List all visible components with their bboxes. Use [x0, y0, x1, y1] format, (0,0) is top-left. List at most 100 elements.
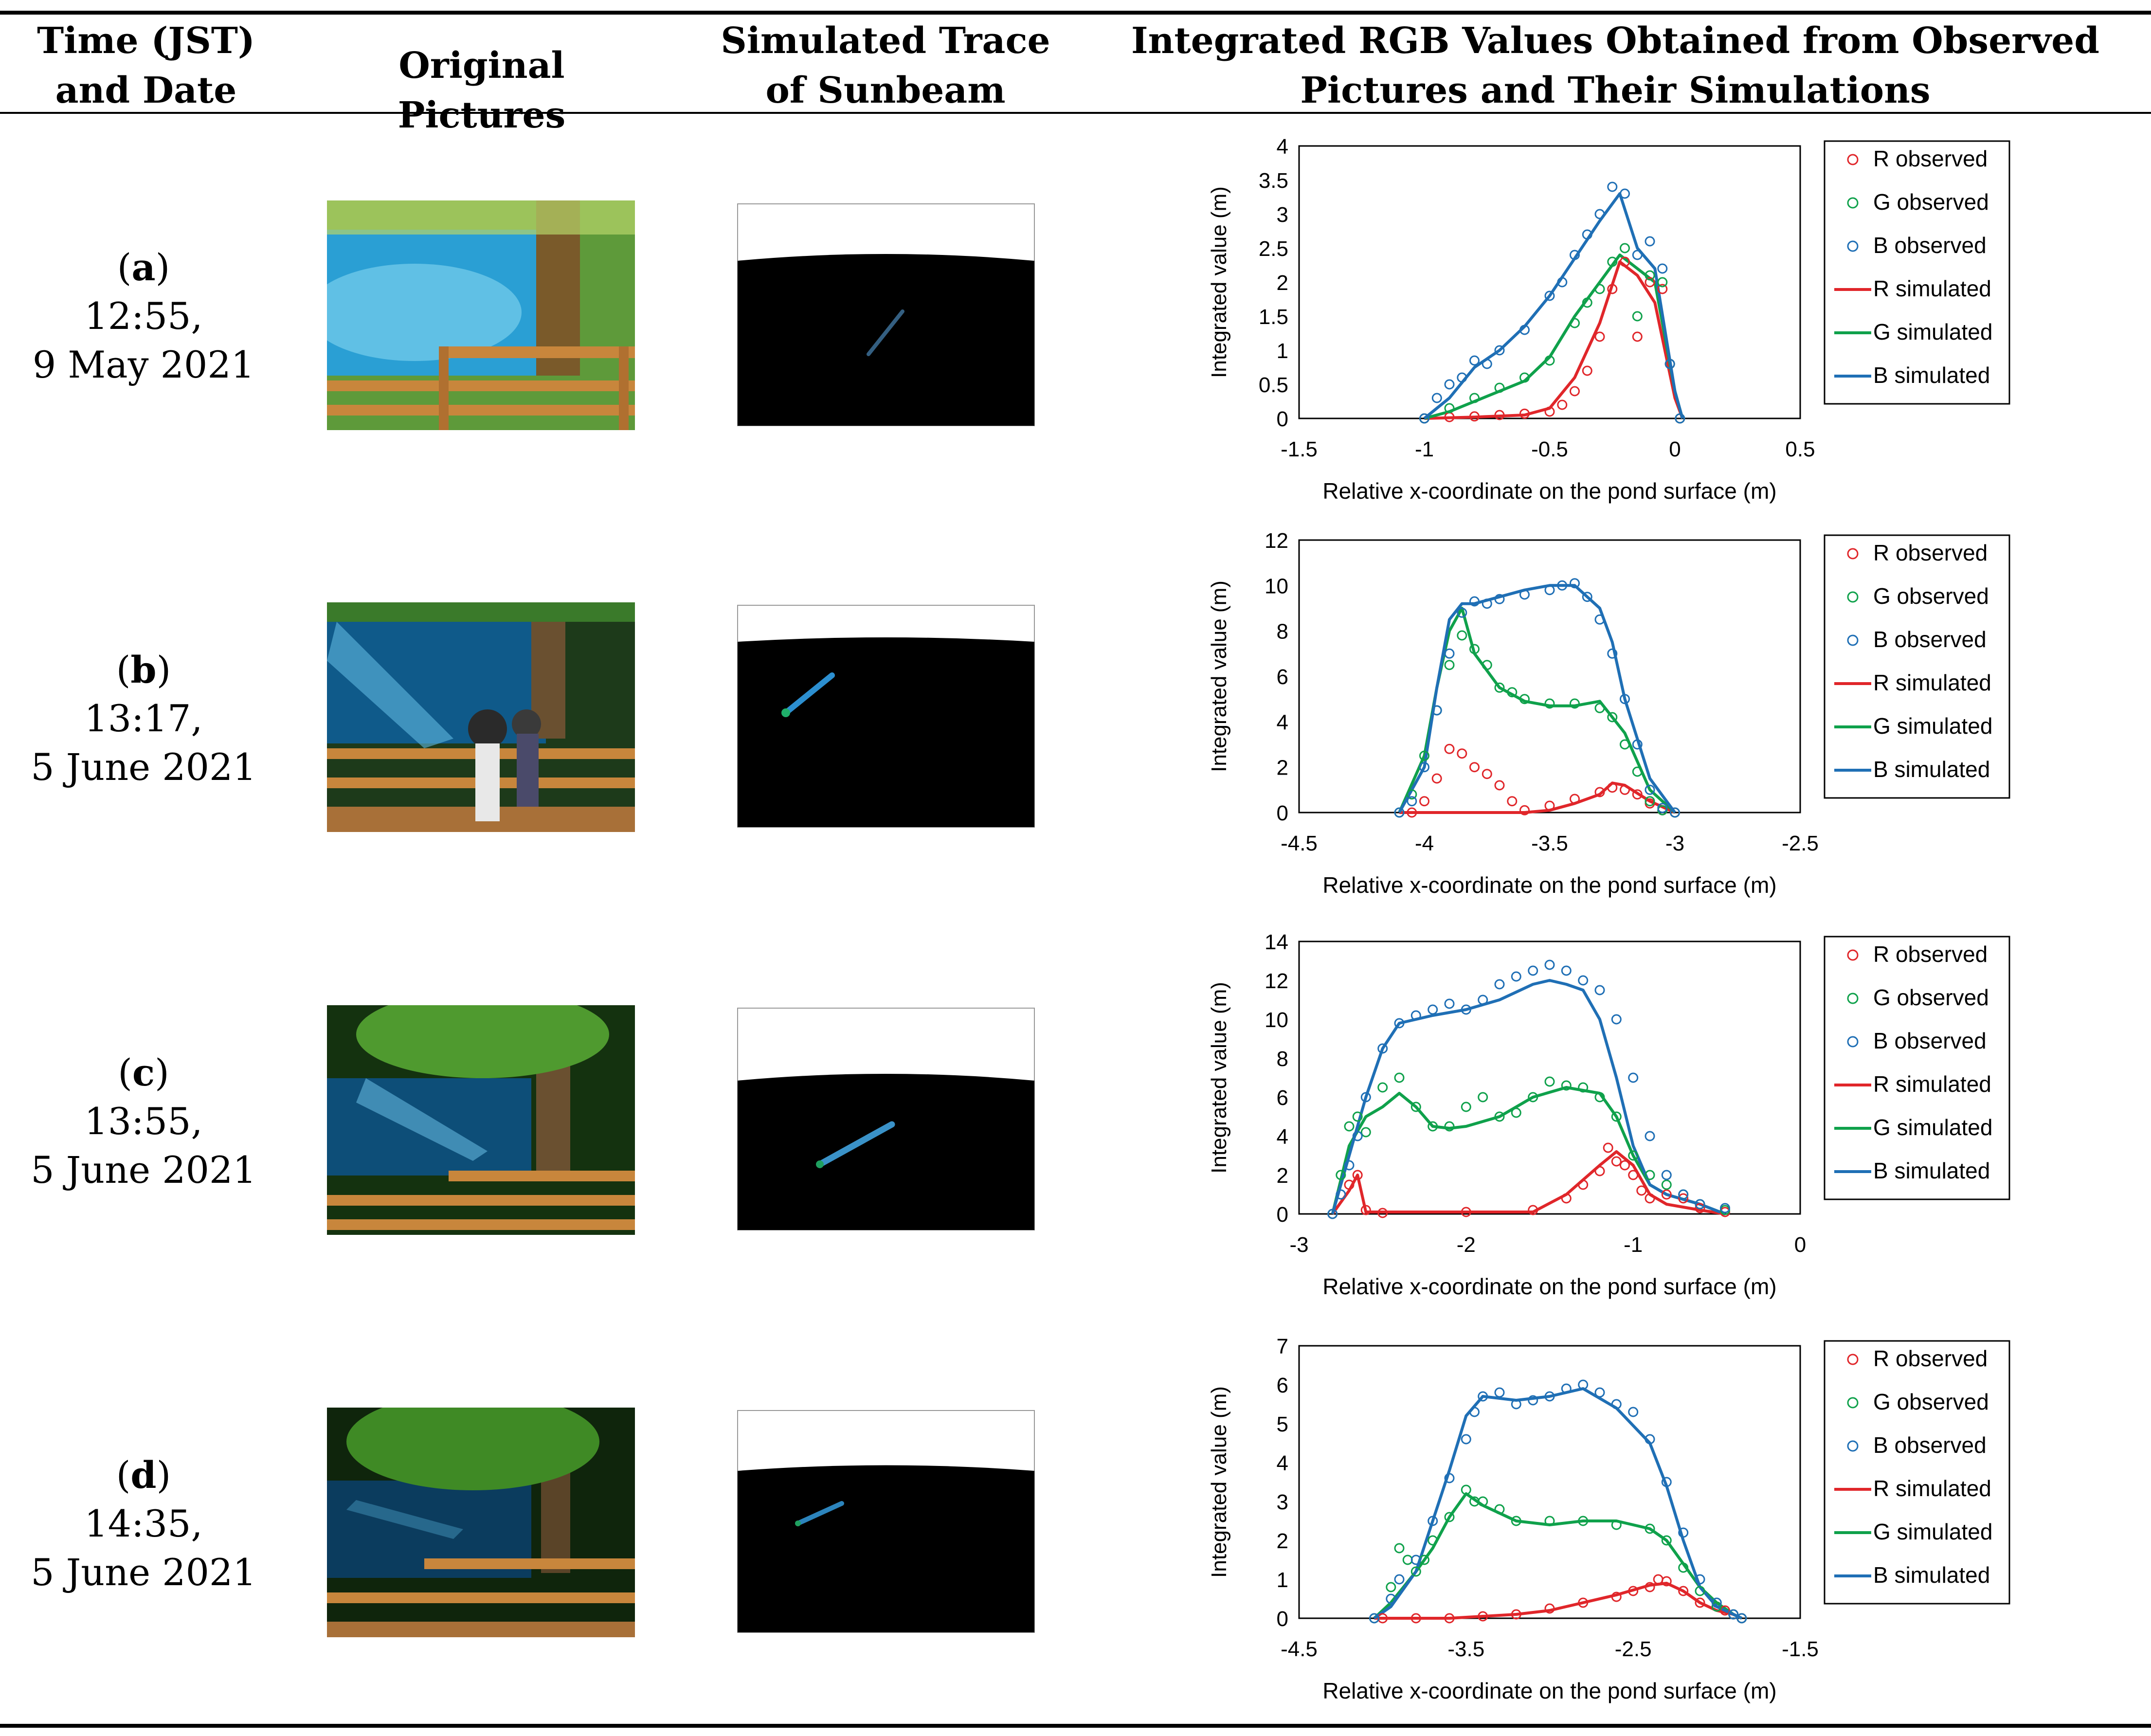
data-point-r-observed [1628, 1586, 1639, 1596]
data-point-r-observed [1360, 1205, 1371, 1215]
original-photo-b [327, 602, 635, 832]
legend-entry: G simulated [1873, 319, 1992, 344]
data-point-b-observed [1394, 1574, 1405, 1585]
data-point-b-observed [1419, 413, 1429, 424]
x-tick-label: -0.5 [1531, 437, 1568, 461]
x-tick-label: -2.5 [1782, 832, 1819, 855]
x-tick-label: -1.5 [1782, 1637, 1819, 1661]
data-point-b-observed [1352, 1131, 1363, 1141]
y-tick-label: 2 [1277, 756, 1288, 780]
data-point-g-observed [1507, 687, 1518, 698]
plot-area [1298, 539, 1801, 814]
data-point-b-observed [1561, 1383, 1572, 1394]
data-point-b-observed [1678, 1527, 1689, 1538]
data-point-g-observed [1344, 1121, 1355, 1132]
data-point-g-observed [1578, 1082, 1589, 1093]
y-tick-label: 12 [1265, 969, 1288, 993]
data-point-r-observed [1431, 773, 1442, 784]
legend-entry: R simulated [1873, 1476, 1991, 1501]
row-label-c: (c) 13:55, 5 June 2021 [19, 1049, 268, 1194]
legend-entry: R observed [1873, 941, 1988, 967]
data-point-b-observed [1444, 648, 1455, 659]
data-point-r-observed [1469, 762, 1480, 773]
series-line-r-simulated [1331, 1150, 1725, 1215]
data-point-b-observed [1511, 1399, 1521, 1410]
top-rule [0, 11, 2151, 15]
y-axis-label: Integrated value (m) [1207, 982, 1231, 1174]
row-time: 12:55, [84, 294, 203, 338]
data-point-b-observed [1494, 1387, 1505, 1398]
x-tick-label: -2 [1457, 1233, 1476, 1257]
data-point-b-observed [1461, 1434, 1471, 1445]
y-tick-label: 8 [1277, 620, 1288, 644]
series-line-b-simulated [1331, 979, 1726, 1215]
legend-entry: B simulated [1873, 757, 1990, 782]
row-date: 9 May 2021 [32, 343, 255, 386]
legend-entry: G simulated [1873, 1519, 1992, 1544]
data-point-g-observed [1632, 766, 1643, 777]
header-integrated-rgb: Integrated RGB Values Obtained from Obse… [1131, 20, 2099, 111]
legend-marker [1847, 1397, 1859, 1409]
legend-entry: R simulated [1873, 276, 1991, 301]
data-point-b-observed [1344, 1160, 1355, 1171]
data-point-b-observed [1469, 355, 1480, 366]
data-point-b-observed [1444, 1473, 1455, 1483]
data-point-b-observed [1444, 998, 1455, 1009]
data-point-g-observed [1494, 1111, 1505, 1122]
data-point-b-observed [1711, 1597, 1722, 1608]
data-point-b-observed [1628, 1072, 1639, 1083]
rgb-chart-b: 0 2 4 6 8 10 12 -4.5 -4 -3.5 -3 -2.5 Relative x-coor… [1207, 529, 2010, 898]
x-tick-label: -1 [1624, 1233, 1643, 1257]
x-tick-label: -3.5 [1531, 832, 1568, 855]
simulated-trace-d [737, 1410, 1035, 1633]
data-point-r-observed [1511, 1609, 1521, 1620]
data-point-b-observed [1594, 985, 1605, 995]
data-point-b-observed [1570, 250, 1580, 260]
data-point-r-observed [1607, 782, 1618, 793]
data-point-g-observed [1469, 393, 1480, 403]
data-point-b-observed [1444, 379, 1455, 390]
data-point-b-observed [1661, 1170, 1672, 1180]
data-point-b-observed [1544, 290, 1555, 301]
data-point-g-observed [1519, 372, 1530, 383]
data-point-g-observed [1607, 256, 1618, 267]
data-point-b-observed [1628, 1407, 1639, 1417]
legend-entry: R simulated [1873, 1071, 1991, 1097]
x-tick-label: -4.5 [1281, 1637, 1318, 1661]
data-point-g-observed [1494, 682, 1505, 693]
data-point-g-observed [1611, 1519, 1622, 1530]
y-tick-label: 3 [1277, 203, 1288, 227]
original-photo-a [327, 200, 635, 430]
legend-entry: G simulated [1873, 1115, 1992, 1140]
data-point-r-observed [1482, 769, 1492, 779]
data-point-g-observed [1428, 1121, 1438, 1132]
y-tick-label: 4 [1277, 1451, 1288, 1475]
data-point-b-observed [1544, 1391, 1555, 1402]
data-point-b-observed [1431, 705, 1442, 716]
data-point-r-observed [1657, 284, 1668, 294]
y-tick-label: 6 [1277, 1086, 1288, 1110]
data-point-b-observed [1494, 594, 1505, 604]
x-axis-label: Relative x-coordinate on the pond surfac… [1322, 1678, 1776, 1703]
y-tick-label: 12 [1265, 529, 1288, 553]
data-point-b-observed [1386, 1593, 1396, 1604]
x-axis-label: Relative x-coordinate on the pond surfac… [1322, 1274, 1776, 1299]
data-point-b-observed [1428, 1004, 1438, 1015]
y-tick-label: 0 [1277, 801, 1288, 825]
rgb-chart-a: 0 0.5 1 1.5 2 2.5 3 3.5 4 -1.5 -1 -0.5 0 0.5 Relative … [1207, 135, 2010, 504]
data-point-g-observed [1544, 1516, 1555, 1526]
original-photo-d [327, 1408, 635, 1637]
y-tick-label: 2 [1277, 271, 1288, 295]
data-point-g-observed [1352, 1111, 1363, 1122]
data-point-g-observed [1419, 750, 1429, 761]
data-point-r-observed [1561, 1193, 1572, 1204]
data-point-b-observed [1544, 585, 1555, 596]
data-point-g-observed [1511, 1516, 1521, 1526]
data-point-b-observed [1544, 959, 1555, 970]
data-point-r-observed [1628, 1170, 1639, 1180]
row-label-a: (a) 12:55, 9 May 2021 [19, 243, 268, 389]
x-tick-label: 0 [1669, 437, 1681, 461]
data-point-g-observed [1511, 1107, 1521, 1118]
series-line-b-simulated [1423, 192, 1684, 420]
